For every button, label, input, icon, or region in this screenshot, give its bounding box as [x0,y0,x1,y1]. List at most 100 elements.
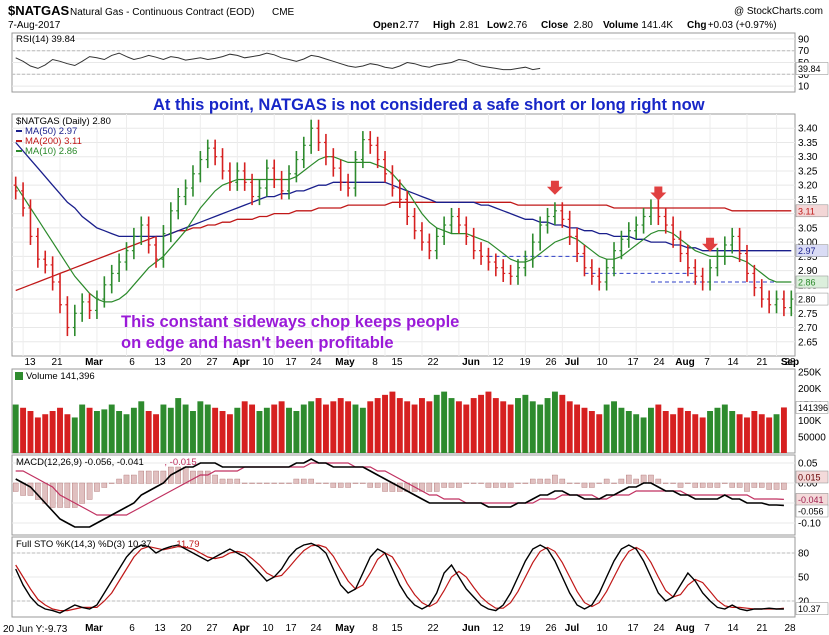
macd-histogram-bar [301,478,307,484]
macd-line [15,458,784,528]
macd-histogram-bar [145,470,152,484]
volume-panel: 250K200K150K100K50000Volume 141,39614139… [12,368,829,453]
macd-histogram-bar [470,482,477,484]
sto-tick-label: 50 [798,573,810,584]
macd-histogram-bar [478,482,484,484]
volume-bar [603,404,610,453]
macd-histogram-bar [692,482,699,488]
vol-tick-label: 100K [798,416,822,427]
macd-histogram-bar [190,470,196,484]
macd-histogram-bar [72,482,78,508]
x-tick-label: 21 [51,357,63,368]
ma50-tag-bg [795,244,829,257]
ohlc-summary: Open 2.77 High 2.81 Low 2.76 Close 2.80 Volume 14… [373,20,777,31]
sto-tick-label: 80 [798,549,810,560]
x-tick-label: 24 [653,357,665,368]
macd-histogram-bar [234,478,241,484]
volume-bar [611,401,617,453]
volume-bar [34,417,41,453]
rsi-tick-label: 30 [798,70,810,81]
volume-bar [655,404,662,453]
volume-bar [581,407,588,453]
volume-bar [485,391,492,453]
sto-current-tag-bg [795,602,829,615]
macd-histogram-bar [345,482,351,488]
macd-histogram-bar [581,482,588,488]
price-tick-label: 2.95 [798,252,818,263]
macd-histogram-bar [729,482,735,488]
footer-x-label: 28 [784,623,796,634]
macd-histogram-bar [552,474,558,484]
high-label: High [433,20,455,31]
price-tick-label: 2.75 [798,309,818,320]
macd-histogram-bar [574,482,580,484]
volume-bar [492,398,499,453]
close-label: Close [541,20,569,31]
volume-bar [721,404,728,453]
macd-histogram-bar [197,470,204,484]
macd-histogram-bar [64,482,71,508]
volume-bar [433,394,440,453]
volume-bar [596,414,603,453]
vol-tick-label: 250K [798,368,822,379]
volume-bar [27,411,34,453]
volume-bar [396,398,403,453]
x-axis: 13 21 Mar 6 13 20 27 Apr 10 17 24 May 8 15 22 Jun 12 19 26… [3,357,799,635]
macd-histogram-bar [530,478,536,484]
x-tick-label: 6 [129,357,135,368]
volume-swatch [15,372,23,380]
exchange-label: CME [272,7,295,18]
volume-bar [359,407,366,453]
price-tick-label: 3.25 [798,166,818,177]
volume-bar [677,407,684,453]
volume-bar [707,411,714,453]
macd-histogram-bar [448,482,455,488]
volume-bar [773,414,780,453]
macd-histogram-bar [101,482,108,488]
annotation-bottom-line2: on edge and hasn't been profitable [121,334,394,352]
volume-bar [751,411,758,453]
macd-histogram-bar [337,482,344,488]
macd-histogram-bar [367,482,373,488]
macd-histogram-bar [618,478,625,484]
macd-label: MACD(12,26,9) -0.056, -0.041 [16,457,144,468]
macd-histogram-bar [566,482,573,484]
x-tick-label: May [335,357,355,368]
volume-bar [374,398,381,453]
macd-hist-tag: 0.015 [798,473,821,483]
macd-histogram-bar [544,478,551,484]
annotation-top: At this point, NATGAS is not considered … [153,96,705,114]
macd-histogram-bar [374,482,381,488]
volume-bar [714,407,721,453]
macd-tick-label: -0.10 [798,519,821,530]
footer-x-label: May [335,623,355,634]
macd-histogram-bar [256,482,263,484]
macd-histogram-bar [86,482,93,500]
close-value: 2.80 [574,20,594,31]
macd-histogram-bar [611,482,617,484]
x-tick-label: 20 [180,357,192,368]
volume-bar [574,404,581,453]
rsi-tick-label: 90 [798,34,810,45]
footer-crosshair: 20 Jun Y:-9.73 [3,624,68,635]
sto-tick-label: 20 [798,597,810,608]
volume-bar [551,391,558,453]
volume-bar [101,409,108,453]
volume-bar [559,394,566,453]
price-tick-label: 3.35 [798,138,818,149]
volume-bar [684,411,691,453]
watermark: @ StockCharts.com [734,6,823,17]
volume-bar [448,398,455,453]
volume-bar [293,411,300,453]
volume-bar [197,401,204,453]
x-tick-label: 24 [310,357,322,368]
volume-bar [123,414,130,453]
volume-bar [286,407,292,453]
ma10-line [15,156,792,303]
x-tick-label: 26 [545,357,557,368]
legend-item-3: MA(10) 2.86 [25,146,77,157]
macd-histogram-bar [212,474,218,484]
volume-value: 141.4K [641,20,673,31]
volume-bar [419,398,425,453]
